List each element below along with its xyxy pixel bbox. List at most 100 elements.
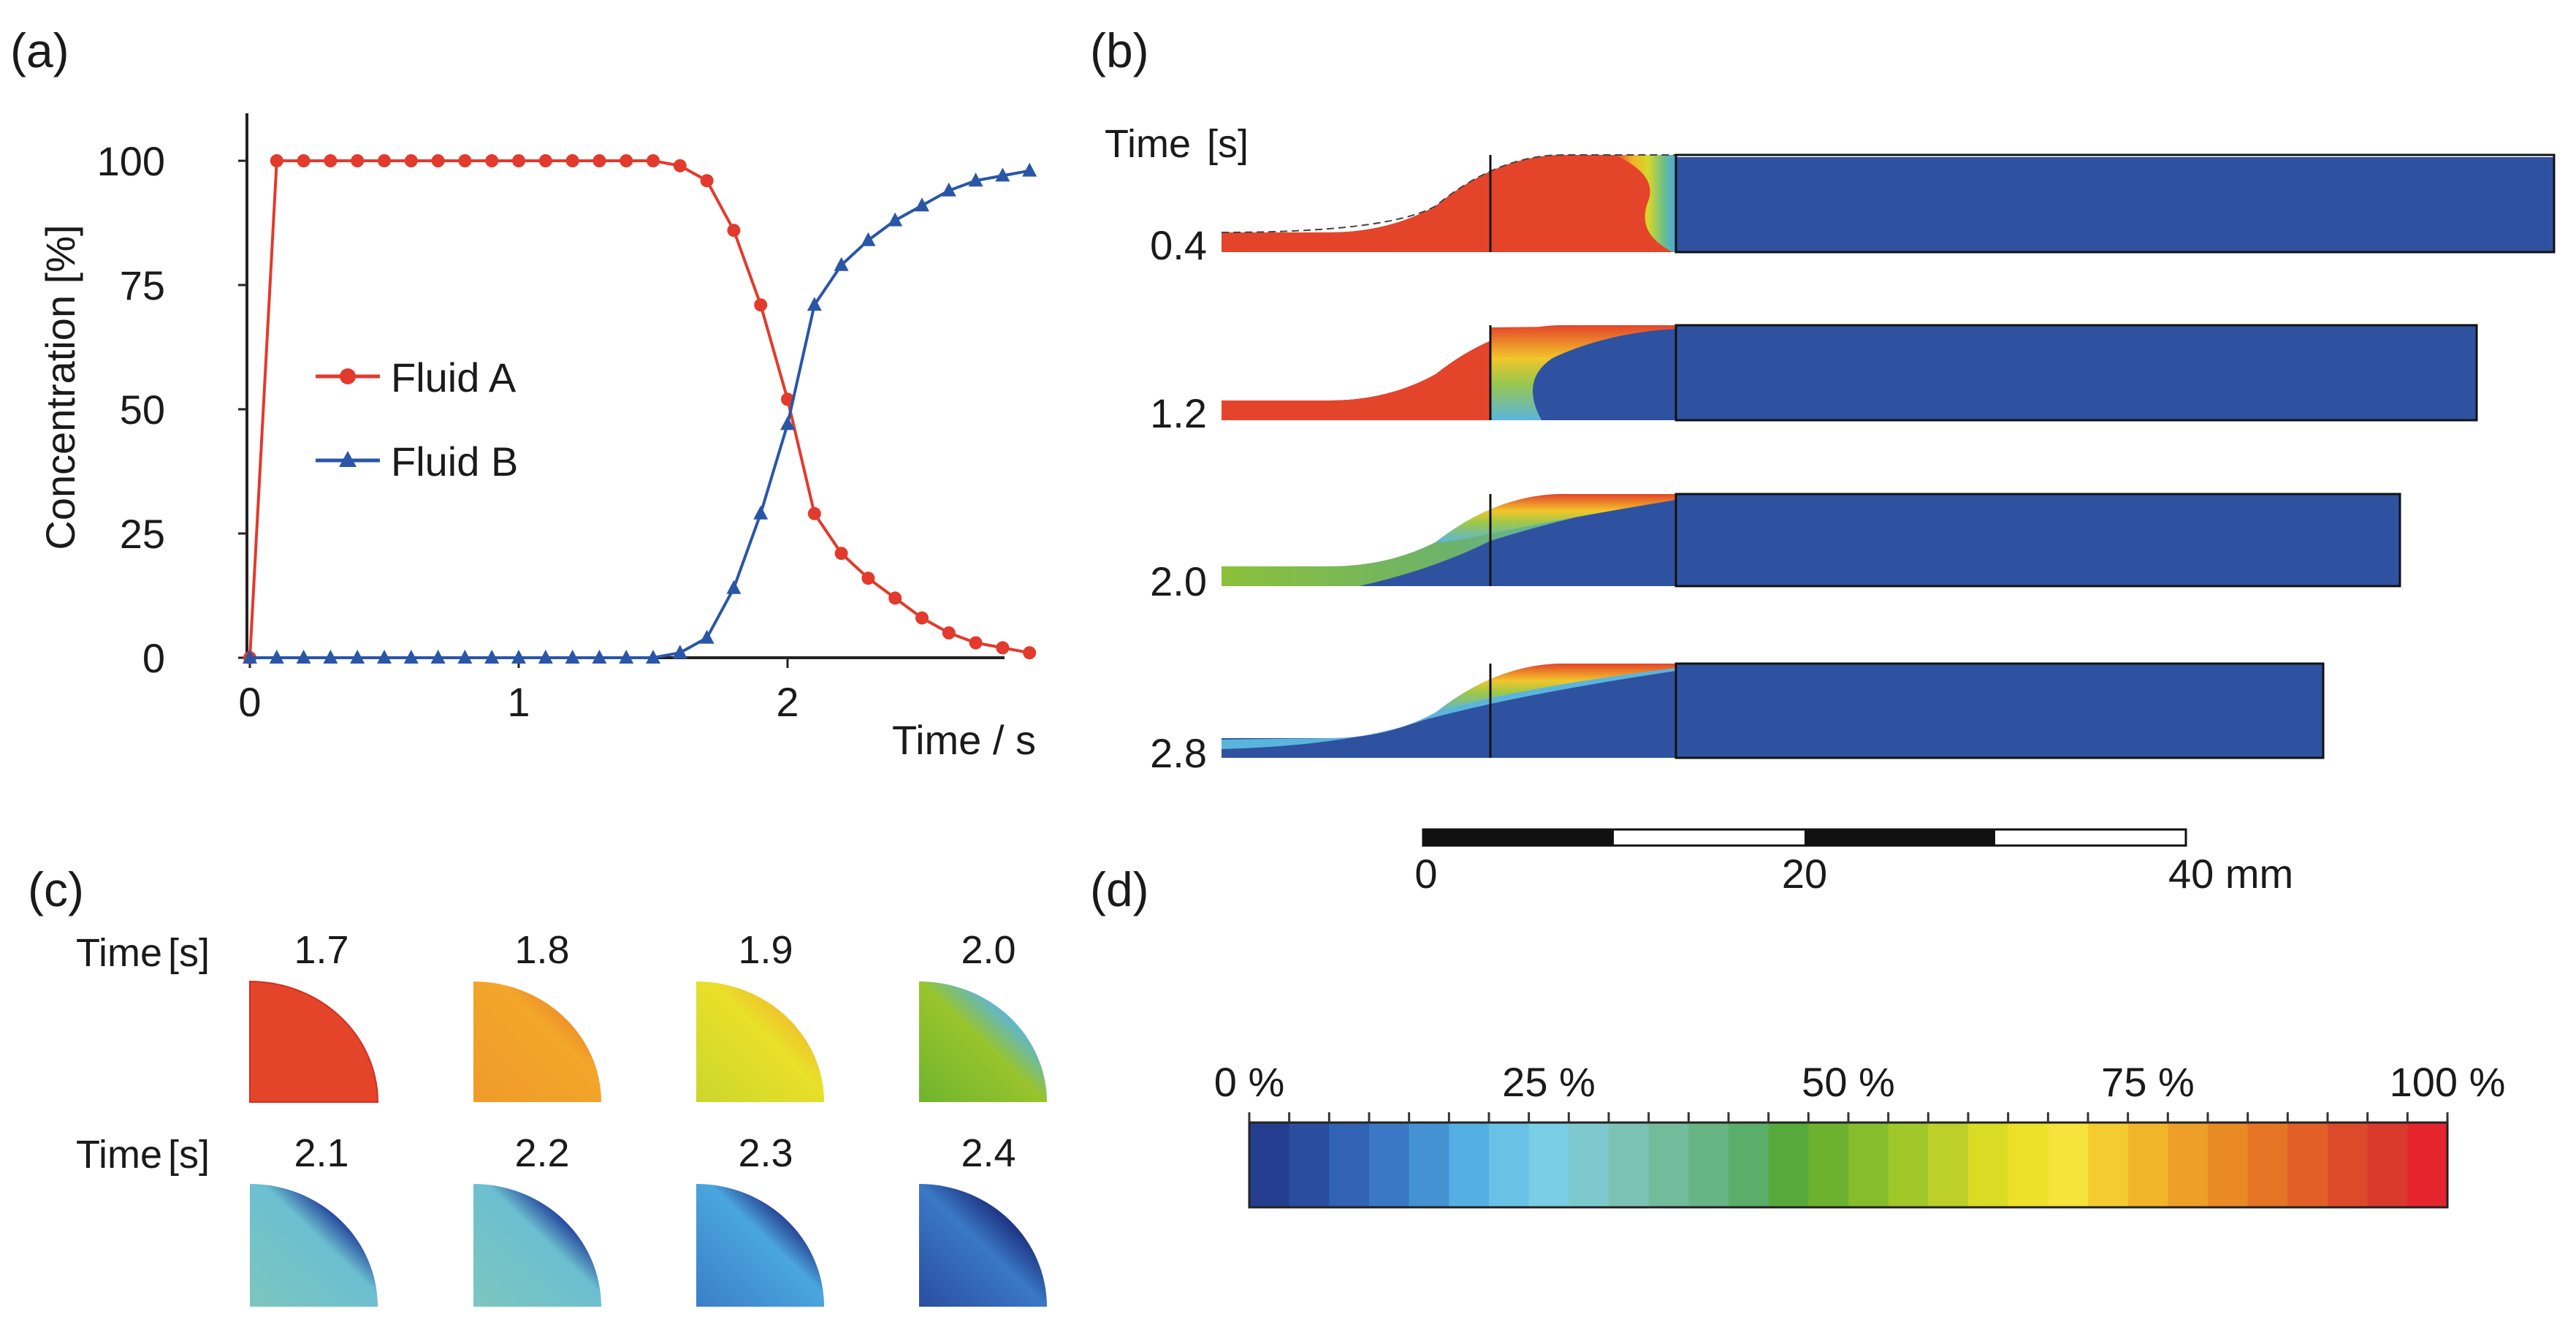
point-fluid-a <box>565 154 579 167</box>
y-tick-label: 75 <box>120 262 165 308</box>
point-fluid-b <box>780 416 795 430</box>
colorbar-segment <box>1249 1123 1290 1207</box>
time-label-row2-unit: [s] <box>168 1133 210 1177</box>
colorbar-segment <box>1329 1123 1370 1207</box>
cross-section-2-3 <box>696 1184 824 1307</box>
panel-d-label: (d) <box>1090 862 1149 916</box>
point-fluid-a <box>297 154 310 167</box>
legend-item-fluid-a: Fluid A <box>316 354 517 400</box>
point-fluid-b <box>350 650 365 664</box>
point-fluid-a <box>485 154 499 167</box>
colorbar-label: 50 % <box>1802 1059 1895 1105</box>
point-fluid-b <box>807 297 822 311</box>
point-fluid-a <box>620 154 633 167</box>
point-fluid-a <box>270 154 283 167</box>
point-fluid-a <box>754 298 768 312</box>
cross-section-2-0 <box>919 981 1047 1102</box>
flow-snapshot-2-0: 2.0 <box>1150 493 2401 604</box>
scale-bar: 0 20 40 mm <box>1414 828 2293 897</box>
point-fluid-b <box>484 650 500 664</box>
colorbar-label: 100 % <box>2390 1059 2506 1105</box>
line-fluid-a <box>248 159 1030 658</box>
cross-section-time-2-4: 2.4 <box>961 1131 1015 1175</box>
point-fluid-a <box>673 159 687 172</box>
colorbar-segment <box>2088 1123 2129 1207</box>
series-fluid-a <box>243 154 1037 664</box>
point-fluid-b <box>403 650 419 664</box>
time-label-row1-word: Time <box>76 931 162 975</box>
cross-section-time-2-0: 2.0 <box>961 928 1015 972</box>
point-fluid-a <box>996 641 1010 655</box>
colorbar-segment <box>1449 1123 1490 1207</box>
scale-label-0: 0 <box>1414 851 1437 897</box>
flow-snapshot-1-2: 1.2 <box>1150 324 2478 436</box>
flow-snapshot-0-4: 0.4 <box>1150 153 2556 268</box>
point-fluid-b <box>511 650 526 664</box>
point-fluid-a <box>378 154 391 167</box>
time-label: 2.8 <box>1150 730 1207 776</box>
point-fluid-b <box>592 650 607 664</box>
point-fluid-a <box>781 392 794 406</box>
colorbar-segment <box>1648 1123 1690 1207</box>
colorbar-segment <box>2287 1123 2328 1207</box>
point-fluid-a <box>538 154 552 167</box>
flow-snapshot-2-8: 2.8 <box>1150 662 2325 776</box>
point-fluid-b <box>646 650 660 664</box>
cross-section-time-1-9: 1.9 <box>738 928 793 972</box>
point-fluid-b <box>296 650 311 664</box>
point-fluid-b <box>888 212 903 227</box>
colorbar-segment <box>2008 1123 2049 1207</box>
colorbar-segment <box>1489 1123 1530 1207</box>
point-fluid-b <box>915 197 929 212</box>
colorbar-segment <box>1808 1123 1849 1207</box>
x-tick-label: 2 <box>776 679 799 725</box>
colorbar-segment <box>2247 1123 2289 1207</box>
legend-label-fluid-a: Fluid A <box>391 354 517 400</box>
point-fluid-b <box>619 650 634 664</box>
point-fluid-b <box>941 182 956 197</box>
point-fluid-b <box>538 650 553 664</box>
colorbar-segment <box>1569 1123 1609 1207</box>
point-fluid-a <box>807 506 821 520</box>
point-fluid-b <box>377 650 392 664</box>
cross-section-2-4 <box>919 1184 1047 1307</box>
cross-section-time-1-7: 1.7 <box>294 928 348 972</box>
point-fluid-a <box>700 174 714 188</box>
scale-label-20: 20 <box>1782 851 1827 897</box>
colorbar-segment <box>2127 1123 2169 1207</box>
colorbar-label: 0 % <box>1214 1059 1285 1105</box>
cross-section-time-2-3: 2.3 <box>738 1131 793 1175</box>
y-tick-label: 100 <box>97 138 165 184</box>
point-fluid-b <box>323 650 338 664</box>
point-fluid-b <box>565 650 580 664</box>
panel-a-label: (a) <box>10 23 69 77</box>
point-fluid-b <box>968 172 983 187</box>
point-fluid-b <box>1022 162 1037 177</box>
cross-section-2-2 <box>473 1184 601 1307</box>
point-fluid-b <box>672 645 687 659</box>
point-fluid-a <box>647 154 660 167</box>
colorbar: 0 % 25 % 50 % 75 % 100 % <box>1214 1059 2506 1209</box>
point-fluid-a <box>404 154 418 167</box>
point-fluid-b <box>834 257 849 271</box>
time-header-word: Time <box>1105 122 1191 166</box>
colorbar-segment <box>2168 1123 2209 1207</box>
point-fluid-b <box>243 650 257 664</box>
point-fluid-a <box>431 154 445 167</box>
point-fluid-a <box>324 154 338 167</box>
colorbar-segment <box>1289 1123 1330 1207</box>
colorbar-label: 25 % <box>1502 1059 1596 1105</box>
y-tick-label: 50 <box>120 387 165 433</box>
scale-label-40mm: 40 mm <box>2168 851 2293 897</box>
point-fluid-a <box>942 626 956 639</box>
point-fluid-b <box>457 650 473 664</box>
cross-section-time-1-8: 1.8 <box>514 928 569 972</box>
colorbar-segment <box>1688 1123 1729 1207</box>
colorbar-segment <box>2328 1123 2369 1207</box>
point-fluid-b <box>430 650 446 664</box>
x-tick-label: 0 <box>238 679 261 725</box>
legend: Fluid A Fluid B <box>316 354 518 485</box>
colorbar-label: 75 % <box>2101 1059 2195 1105</box>
point-fluid-b <box>699 629 715 644</box>
colorbar-segment <box>2048 1123 2089 1207</box>
